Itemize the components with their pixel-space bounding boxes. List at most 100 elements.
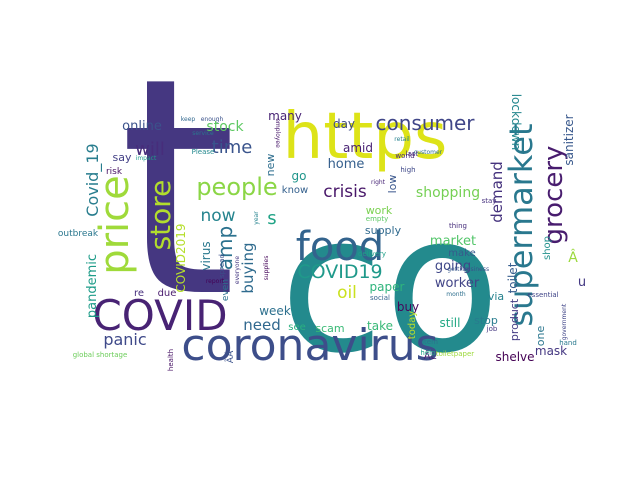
word-sanitizer-32: sanitizer: [562, 114, 576, 165]
word-market-36: market: [430, 234, 476, 249]
word-new-53: new: [264, 154, 277, 177]
word-social-78: social: [370, 294, 390, 302]
word-day-51: day: [333, 117, 355, 131]
word-toilet-33: toilet: [506, 262, 520, 293]
word-empty-77: empty: [366, 215, 388, 223]
word-co-1: co: [280, 174, 501, 395]
word-buying-22: buying: [239, 242, 257, 293]
word-covid2019-30: COVID2019: [174, 223, 188, 292]
word-world-93: world: [395, 152, 414, 160]
word-stock-27: stock: [206, 119, 244, 135]
word-keep-86: keep: [181, 116, 196, 123]
word-see-65: see: [288, 322, 306, 333]
word-right-104: right: [371, 179, 386, 186]
word-supply-39: supply: [365, 224, 402, 237]
word-time-16: time: [212, 137, 253, 158]
word-due-56: due: [158, 288, 177, 299]
word-shelve-42: shelve: [495, 350, 534, 364]
word-risk-66: risk: [106, 167, 123, 177]
word-product-46: product: [508, 298, 521, 341]
word-shop-60: shop: [542, 236, 553, 260]
word-week-40: week: [259, 304, 291, 318]
word-government-79: government: [561, 303, 568, 340]
word-panic-17: panic: [103, 330, 146, 349]
word-t-0: t: [119, 14, 237, 363]
word-glyph-106: ÃĂ: [224, 350, 236, 363]
word-glyph-69: ÂŁ: [424, 349, 437, 362]
word-pandemic-26: pandemic: [85, 254, 100, 318]
word-customer-91: customer: [414, 149, 443, 156]
word-even-71: even: [221, 279, 231, 301]
word-covid-19-14: Covid_19: [83, 143, 103, 216]
word-supermarket-7: supermarket: [502, 123, 540, 326]
word-glyph-68: Â: [568, 248, 578, 266]
word-u-67: u: [578, 275, 586, 290]
word-outbreak-70: outbreak: [58, 229, 99, 239]
word-via-58: via: [488, 290, 504, 303]
word-buy-61: buy: [397, 300, 419, 314]
word-essential-80: essential: [527, 291, 558, 299]
word-employee-89: employee: [274, 118, 281, 148]
word-stop-47: stop: [474, 314, 498, 327]
word-paper-34: paper: [370, 280, 405, 294]
word-year-103: year: [253, 211, 260, 225]
word-online-28: online: [122, 119, 162, 134]
word-help-85: help: [420, 349, 436, 357]
word-demand-24: demand: [488, 161, 506, 223]
word-need-23: need: [243, 316, 281, 334]
word-today-63: today: [407, 311, 418, 340]
word-covid19-12: COVID19: [297, 261, 382, 283]
word-price-5: price: [92, 175, 138, 275]
word-stay-76: stay: [482, 197, 497, 205]
word-impact-101: impact: [136, 155, 157, 162]
word-month-105: month: [446, 291, 466, 298]
word-job-82: job: [486, 325, 498, 333]
word-https-2: https: [283, 100, 448, 174]
word-service-88: service: [192, 130, 214, 137]
word-report-100: report: [206, 278, 225, 285]
word-shopping-25: shopping: [416, 185, 480, 201]
word-take-44: take: [367, 319, 393, 333]
word-worker-35: worker: [435, 276, 480, 291]
word-mask-41: mask: [535, 344, 567, 358]
word-now-19: now: [200, 206, 235, 226]
word-thing-95: thing: [449, 222, 467, 230]
word-oil-21: oil: [337, 283, 357, 303]
word-item-83: item: [422, 338, 438, 346]
word-virus-29: virus: [199, 241, 213, 270]
word-health-74: health: [167, 349, 175, 371]
word-go-49: go: [292, 169, 307, 183]
word-scam-45: scam: [315, 322, 344, 335]
word-coronavirus-3: coronavirus: [181, 320, 438, 371]
word-covid-4: COVID: [92, 291, 227, 340]
word-enough-87: enough: [201, 116, 224, 123]
word-hand-81: hand: [559, 339, 577, 347]
word-one-55: one: [534, 326, 547, 347]
word-please-73: Please: [192, 148, 215, 156]
word-food-6: food: [296, 224, 384, 270]
word-high-94: high: [400, 166, 415, 174]
word-crisis-18: crisis: [323, 182, 367, 202]
word-say-54: say: [113, 151, 132, 164]
word-make-59: make: [448, 248, 475, 259]
word-will-15: will: [135, 139, 165, 160]
word-people-10: people: [196, 173, 277, 201]
word-re-57: re: [134, 288, 144, 299]
word-getting-97: getting: [447, 266, 469, 273]
word-global-shortage-75: global shortage: [73, 351, 128, 359]
word-amid-52: amid: [343, 141, 373, 155]
word-low-62: low: [386, 175, 399, 194]
word-amp-13: amp: [213, 226, 237, 270]
word-s-20: s: [267, 208, 276, 229]
word-home-38: home: [328, 157, 365, 172]
word-delivery-96: delivery: [358, 250, 386, 258]
word-toiletpaper-84: toiletpaper: [436, 350, 474, 358]
word-store-8: store: [144, 180, 177, 251]
word-many-50: many: [268, 109, 302, 123]
word-grocery-9: grocery: [539, 146, 569, 245]
word-lockdown-31: lockdown: [509, 94, 523, 151]
word-business-98: business: [463, 266, 489, 273]
word-last-90: last: [406, 150, 419, 158]
word-retail-92: retail: [394, 136, 410, 143]
